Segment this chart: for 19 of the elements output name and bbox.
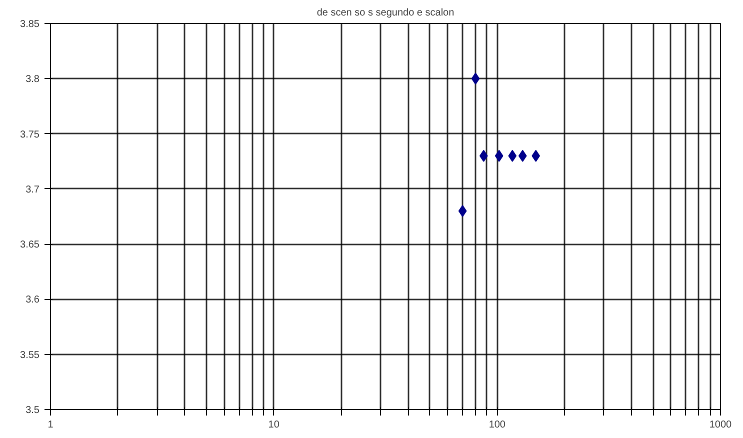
point <box>508 150 517 162</box>
y-tick-label: 3.75 <box>20 129 40 140</box>
x-tick-label: 1 <box>48 420 54 430</box>
chart-title: de scen so s segundo e scalon <box>316 8 454 18</box>
y-tick-label: 3.65 <box>20 240 40 251</box>
x-tick-label: 1000 <box>709 420 732 430</box>
point <box>518 150 527 162</box>
x-tick-label: 10 <box>268 420 280 430</box>
point <box>494 150 504 162</box>
y-tick-label: 3.7 <box>26 184 40 196</box>
y-tick-label: 3.55 <box>20 350 40 361</box>
y-tick-label: 3.8 <box>26 74 40 86</box>
y-tick-label: 3.85 <box>20 19 40 30</box>
y-tick-label: 3.5 <box>26 405 40 416</box>
y-tick-label: 3.6 <box>26 294 40 306</box>
point <box>471 72 480 85</box>
point <box>458 204 467 217</box>
x-tick-label: 100 <box>488 420 506 430</box>
point <box>532 150 540 162</box>
